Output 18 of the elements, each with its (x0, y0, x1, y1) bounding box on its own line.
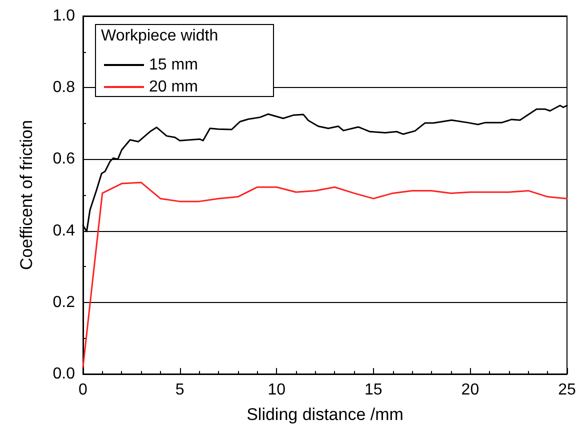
legend-label: 15 mm (149, 56, 198, 74)
y-tick-label: 0.0 (52, 366, 76, 382)
x-tick-label: 20 (461, 382, 480, 398)
line-series (82, 182, 568, 368)
y-tick-label: 0.4 (52, 222, 76, 240)
x-tick-label: 10 (268, 382, 286, 398)
legend-label: 20 mm (149, 78, 198, 96)
y-tick-label: 0.2 (52, 294, 76, 311)
x-axis-title: Sliding distance /mm (246, 405, 404, 424)
x-tick-label: 25 (558, 382, 576, 398)
x-tick-label: 0 (78, 382, 88, 398)
x-tick-label: 5 (175, 382, 184, 398)
x-tick-label: 15 (364, 382, 382, 398)
legend-title: Workpiece width (101, 28, 218, 44)
y-tick-label: 0.6 (52, 150, 76, 168)
y-tick-label: 1.0 (52, 8, 76, 24)
y-axis-title: Coefficent of friction (17, 120, 36, 270)
y-tick-label: 0.8 (52, 79, 76, 96)
